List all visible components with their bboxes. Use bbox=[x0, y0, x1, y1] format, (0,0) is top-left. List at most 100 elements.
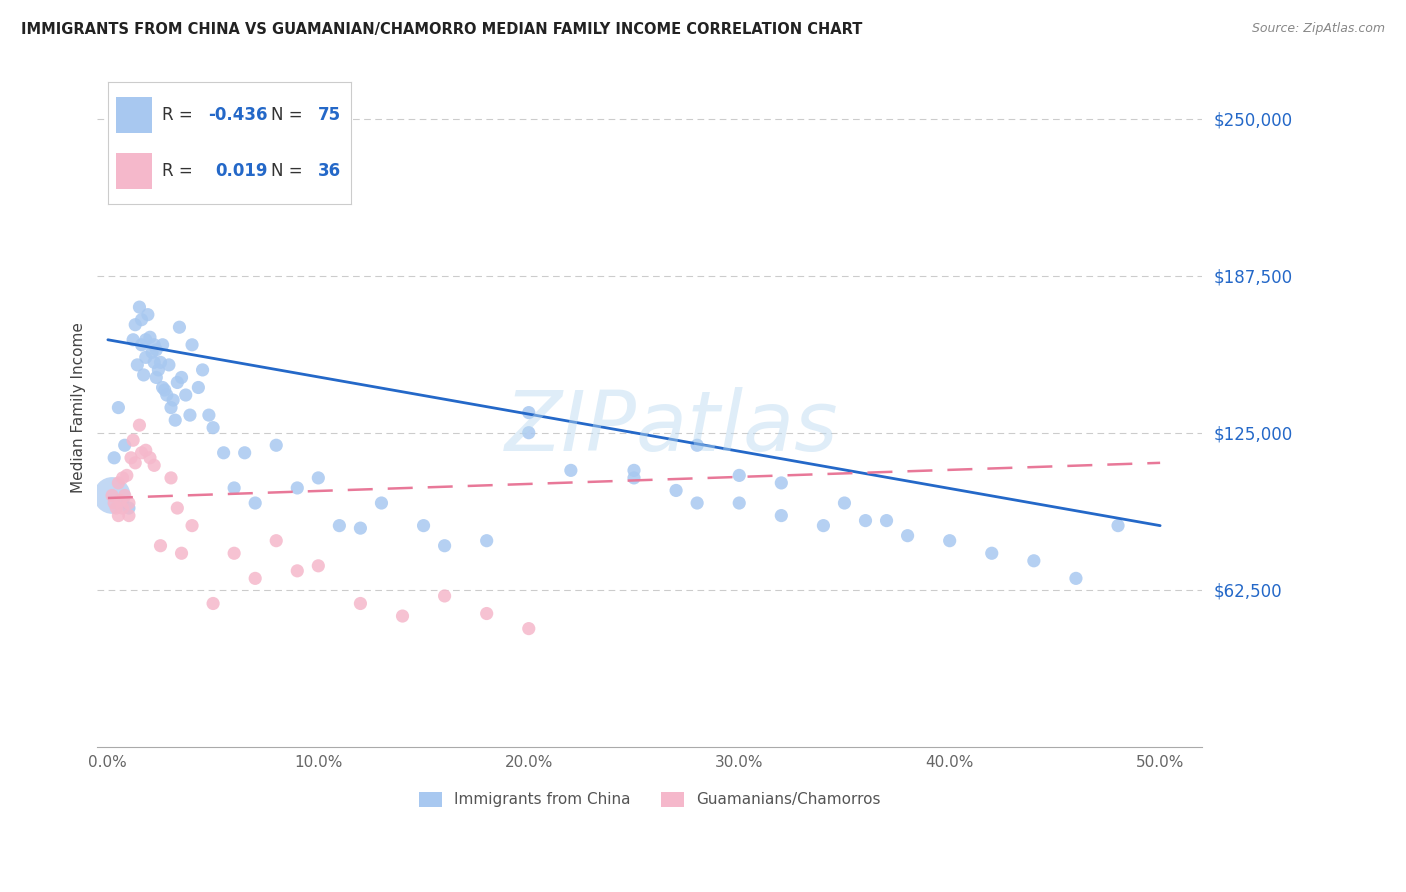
Text: Source: ZipAtlas.com: Source: ZipAtlas.com bbox=[1251, 22, 1385, 36]
Point bbox=[153, 383, 176, 397]
Point bbox=[124, 456, 146, 470]
Point bbox=[162, 392, 184, 407]
Point bbox=[834, 496, 856, 510]
Point bbox=[143, 338, 166, 352]
Point bbox=[202, 597, 225, 611]
Legend: Immigrants from China, Guamanians/Chamorros: Immigrants from China, Guamanians/Chamor… bbox=[413, 785, 887, 814]
Point bbox=[124, 318, 146, 332]
Point bbox=[105, 501, 128, 516]
Point bbox=[264, 533, 287, 548]
Point bbox=[349, 521, 371, 535]
Point bbox=[135, 443, 157, 458]
Point bbox=[111, 471, 134, 485]
Point bbox=[143, 458, 166, 473]
Point bbox=[141, 345, 163, 359]
Point bbox=[191, 363, 214, 377]
Point bbox=[665, 483, 688, 498]
Text: IMMIGRANTS FROM CHINA VS GUAMANIAN/CHAMORRO MEDIAN FAMILY INCOME CORRELATION CHA: IMMIGRANTS FROM CHINA VS GUAMANIAN/CHAMO… bbox=[21, 22, 862, 37]
Point bbox=[118, 501, 141, 516]
Point bbox=[143, 355, 166, 369]
Point bbox=[623, 471, 645, 485]
Point bbox=[855, 514, 877, 528]
Point bbox=[370, 496, 392, 510]
Point bbox=[181, 518, 204, 533]
Point bbox=[187, 380, 209, 394]
Point bbox=[103, 450, 125, 465]
Point bbox=[770, 475, 793, 490]
Point bbox=[307, 471, 329, 485]
Point bbox=[1107, 518, 1129, 533]
Point bbox=[233, 446, 256, 460]
Point bbox=[264, 438, 287, 452]
Point bbox=[1022, 554, 1045, 568]
Point bbox=[166, 501, 188, 516]
Point bbox=[156, 388, 179, 402]
Point bbox=[135, 333, 157, 347]
Point bbox=[107, 475, 129, 490]
Point bbox=[170, 546, 193, 560]
Point bbox=[160, 471, 183, 485]
Point bbox=[433, 539, 456, 553]
Point bbox=[897, 529, 920, 543]
Point bbox=[560, 463, 582, 477]
Point bbox=[128, 418, 150, 433]
Point bbox=[174, 388, 197, 402]
Point bbox=[107, 508, 129, 523]
Point bbox=[160, 401, 183, 415]
Point bbox=[517, 406, 540, 420]
Point bbox=[145, 343, 167, 357]
Point bbox=[245, 496, 267, 510]
Point bbox=[101, 488, 124, 502]
Point bbox=[107, 401, 129, 415]
Point bbox=[728, 496, 751, 510]
Point bbox=[127, 358, 149, 372]
Point bbox=[148, 363, 170, 377]
Point bbox=[149, 355, 172, 369]
Point bbox=[128, 300, 150, 314]
Point bbox=[101, 488, 124, 502]
Point bbox=[131, 312, 153, 326]
Point bbox=[170, 370, 193, 384]
Point bbox=[623, 463, 645, 477]
Point bbox=[111, 501, 134, 516]
Point bbox=[114, 488, 136, 502]
Point bbox=[131, 338, 153, 352]
Point bbox=[517, 622, 540, 636]
Text: ZIPatlas: ZIPatlas bbox=[505, 387, 839, 468]
Point bbox=[245, 571, 267, 585]
Point bbox=[139, 450, 162, 465]
Point bbox=[149, 539, 172, 553]
Point bbox=[145, 370, 167, 384]
Point bbox=[166, 376, 188, 390]
Point bbox=[307, 558, 329, 573]
Point bbox=[118, 496, 141, 510]
Y-axis label: Median Family Income: Median Family Income bbox=[72, 322, 86, 493]
Point bbox=[115, 468, 138, 483]
Point bbox=[475, 607, 498, 621]
Point bbox=[224, 546, 246, 560]
Point bbox=[328, 518, 350, 533]
Point bbox=[198, 408, 221, 422]
Point bbox=[136, 308, 159, 322]
Point bbox=[285, 564, 308, 578]
Point bbox=[813, 518, 835, 533]
Point bbox=[770, 508, 793, 523]
Point bbox=[103, 496, 125, 510]
Point bbox=[131, 446, 153, 460]
Point bbox=[728, 468, 751, 483]
Point bbox=[686, 496, 709, 510]
Point bbox=[120, 450, 142, 465]
Point bbox=[212, 446, 235, 460]
Point bbox=[285, 481, 308, 495]
Point bbox=[181, 338, 204, 352]
Point bbox=[122, 434, 145, 448]
Point bbox=[686, 438, 709, 452]
Point bbox=[980, 546, 1002, 560]
Point bbox=[202, 420, 225, 434]
Point bbox=[118, 508, 141, 523]
Point bbox=[135, 351, 157, 365]
Point bbox=[938, 533, 960, 548]
Point bbox=[224, 481, 246, 495]
Point bbox=[1064, 571, 1087, 585]
Point bbox=[110, 493, 132, 508]
